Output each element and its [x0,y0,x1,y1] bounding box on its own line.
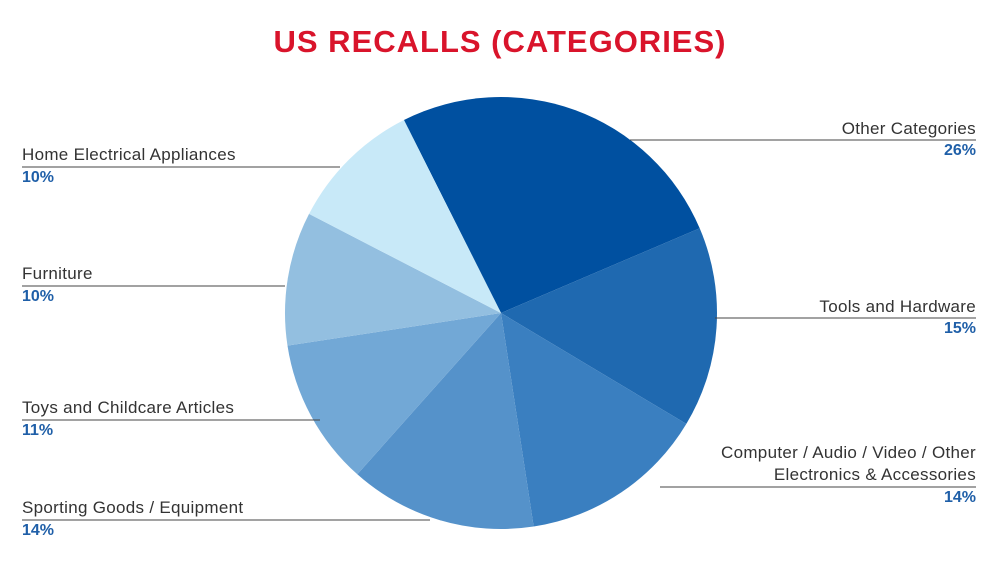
category-label: Computer / Audio / Video / Other Electro… [721,443,976,484]
pie-slice [501,313,687,527]
category-label: Home Electrical Appliances [22,145,236,164]
pie-slice [309,120,501,314]
category-label: Other Categories [841,119,976,138]
pie-slice [287,313,501,475]
value-label: 10% [22,288,55,305]
category-label: Tools and Hardware [819,297,976,316]
category-label: Furniture [22,264,93,283]
pie-slice [403,97,700,313]
pie-slice [357,313,534,529]
value-label: 14% [943,489,976,506]
category-label: Sporting Goods / Equipment [22,498,244,517]
pie-slice [501,228,718,424]
category-label: Toys and Childcare Articles [22,398,235,417]
chart-title: US RECALLS (CATEGORIES) [273,24,727,59]
value-label: 14% [22,522,55,539]
value-label: 15% [943,320,976,337]
pie-slice [285,213,501,346]
value-label: 10% [22,169,55,186]
value-label: 26% [943,142,976,159]
value-label: 11% [22,422,54,439]
